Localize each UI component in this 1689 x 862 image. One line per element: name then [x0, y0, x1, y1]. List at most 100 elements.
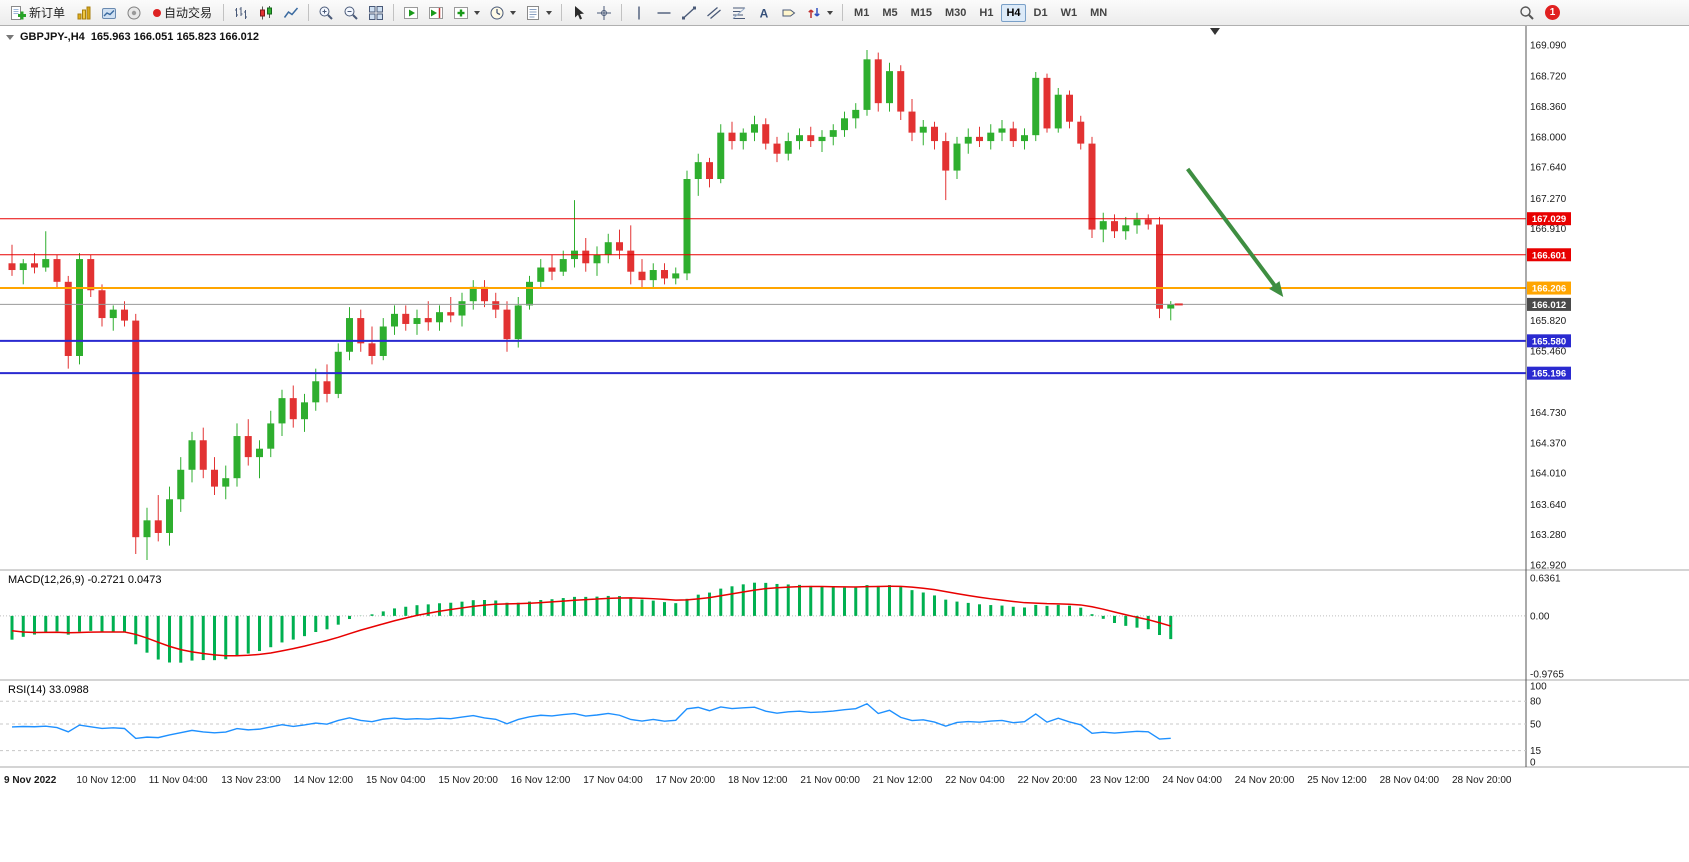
price-axis-label: 164.010: [1530, 469, 1567, 480]
new-chart-icon: [77, 6, 91, 19]
price-tag-165.196: 165.196: [1527, 366, 1571, 380]
svg-text:167.029: 167.029: [1532, 214, 1566, 225]
data-window-button[interactable]: [122, 2, 146, 23]
macd-name: MACD(12,26,9): [8, 574, 85, 586]
candle-body: [931, 126, 938, 142]
vertical-line-tool-button[interactable]: [627, 2, 651, 23]
timeframe-m5[interactable]: M5: [877, 4, 902, 22]
candle-body: [1066, 94, 1073, 122]
profiles-button[interactable]: [97, 2, 121, 23]
timeframe-m30[interactable]: M30: [940, 4, 971, 22]
timeframe-m15[interactable]: M15: [906, 4, 937, 22]
chart-shift-button[interactable]: [424, 2, 448, 23]
candle-body: [211, 469, 218, 487]
price-tag-167.029: 167.029: [1527, 212, 1571, 226]
rsi-axis-label: 50: [1530, 720, 1542, 731]
notification-badge[interactable]: 1: [1545, 5, 1560, 20]
candle-body: [672, 273, 680, 279]
candle-body: [683, 179, 691, 274]
candle-body: [919, 126, 927, 133]
candlestick-mode-button[interactable]: [254, 2, 278, 23]
auto-trading-button[interactable]: 自动交易: [147, 2, 218, 23]
candle-body: [166, 499, 173, 533]
arrows-tool-button[interactable]: [802, 2, 837, 23]
timeframe-h4[interactable]: H4: [1001, 3, 1026, 22]
new-order-button[interactable]: 新订单: [4, 2, 71, 23]
time-axis-label: 16 Nov 12:00: [511, 775, 571, 786]
time-axis-label: 15 Nov 04:00: [366, 775, 426, 786]
search-icon: [1520, 5, 1534, 20]
timeframe-mn[interactable]: MN: [1085, 4, 1112, 22]
search-button[interactable]: [1515, 2, 1539, 23]
chart-canvas[interactable]: 169.090 168.720 168.360 168.000 167.640 167.2…: [0, 26, 1689, 862]
candle-body: [199, 440, 207, 470]
trend-arrow-line[interactable]: [1186, 167, 1278, 288]
time-axis-label: 17 Nov 20:00: [656, 775, 716, 786]
candle-body: [852, 109, 860, 119]
clock-icon: [490, 6, 504, 19]
candle-body: [413, 318, 421, 324]
candle-body: [222, 478, 230, 487]
timeframe-m1[interactable]: M1: [849, 4, 874, 22]
candlestick-chart-icon: [260, 5, 273, 19]
chevron-down-icon: [510, 10, 517, 15]
candle-body: [1144, 219, 1152, 225]
toolbar-separator: [621, 4, 623, 21]
fibonacci-tool-button[interactable]: [727, 2, 751, 23]
price-tag-166.601: 166.601: [1527, 248, 1571, 262]
candle-body: [1077, 121, 1085, 144]
price-tag-166.012: 166.012: [1527, 297, 1571, 311]
toolbar-separator: [561, 4, 563, 21]
macd-axis-label: 0.00: [1530, 611, 1550, 622]
bar-chart-mode-button[interactable]: [229, 2, 253, 23]
candle-body: [908, 111, 916, 133]
channel-tool-button[interactable]: [702, 2, 726, 23]
candle-body: [796, 135, 803, 142]
line-chart-mode-button[interactable]: [279, 2, 303, 23]
trendline-tool-button[interactable]: [677, 2, 701, 23]
new-chart-button[interactable]: [72, 2, 96, 23]
tile-windows-button[interactable]: [364, 2, 388, 23]
timeframe-h1[interactable]: H1: [974, 4, 998, 22]
indicators-button[interactable]: [449, 2, 484, 23]
candle-body: [42, 259, 50, 268]
timeframe-d1[interactable]: D1: [1029, 4, 1053, 22]
candle-body: [1054, 94, 1062, 129]
chart-shift-marker[interactable]: [1210, 28, 1220, 35]
candle-body: [739, 132, 747, 142]
timeframe-w1[interactable]: W1: [1056, 4, 1083, 22]
candle-body: [638, 271, 646, 281]
auto-scroll-button[interactable]: [399, 2, 423, 23]
zoom-in-button[interactable]: [314, 2, 338, 23]
zoom-in-icon: [319, 6, 333, 20]
trendline-icon: [682, 6, 697, 19]
time-axis-label: 15 Nov 20:00: [438, 775, 498, 786]
periods-button[interactable]: [485, 2, 520, 23]
candle-body: [267, 423, 275, 449]
candle-body: [143, 520, 151, 538]
candle-body: [1099, 221, 1107, 230]
time-axis-label: 18 Nov 12:00: [728, 775, 788, 786]
indicators-icon: [454, 6, 469, 19]
svg-text:166.601: 166.601: [1532, 250, 1567, 261]
rsi-line: [11, 702, 1171, 740]
text-tool-button[interactable]: A: [752, 2, 776, 23]
candle-body: [121, 309, 128, 321]
price-axis-label: 163.640: [1530, 500, 1567, 511]
auto-scroll-icon: [404, 6, 419, 19]
trend-arrow-head[interactable]: [1269, 281, 1284, 297]
candle-body: [661, 270, 668, 279]
candle-body: [593, 254, 601, 264]
zoom-out-button[interactable]: [339, 2, 363, 23]
cursor-tool-button[interactable]: [567, 2, 591, 23]
templates-button[interactable]: [521, 2, 556, 23]
candle-body: [649, 270, 657, 281]
horizontal-line-tool-button[interactable]: [652, 2, 676, 23]
crosshair-tool-button[interactable]: [592, 2, 616, 23]
one-click-trading-arrow[interactable]: [6, 34, 14, 40]
label-tool-button[interactable]: [777, 2, 801, 23]
price-axis-label: 162.920: [1530, 561, 1567, 572]
crosshair-icon: [597, 5, 612, 20]
candle-body: [301, 402, 308, 420]
candle-body: [458, 301, 466, 316]
